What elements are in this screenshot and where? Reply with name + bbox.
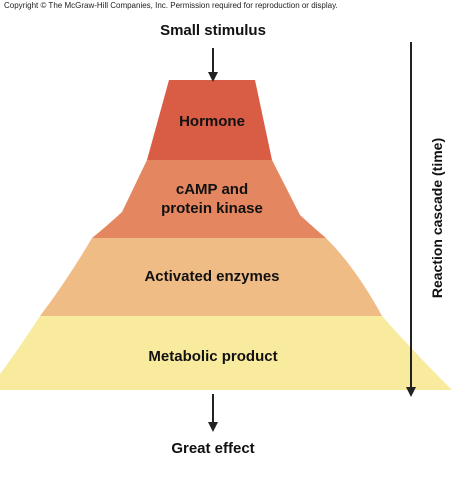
- tier-hormone: [147, 80, 272, 160]
- small-stimulus-label: Small stimulus: [160, 22, 266, 39]
- tier-metabolic-product: [0, 316, 452, 390]
- great-effect-label: Great effect: [171, 440, 255, 457]
- activated-enzymes-label: Activated enzymes: [144, 268, 280, 285]
- tier-camp-protein-kinase: [92, 160, 326, 238]
- tier-activated-enzymes: [40, 238, 382, 316]
- metabolic-product-label: Metabolic product: [148, 348, 278, 365]
- reaction-cascade-label: Reaction cascade (time): [429, 137, 445, 299]
- hormone-label: Hormone: [179, 113, 245, 130]
- copyright-notice: Copyright © The McGraw-Hill Companies, I…: [4, 1, 338, 10]
- camp-protein-kinase-label: cAMP and protein kinase: [161, 181, 263, 217]
